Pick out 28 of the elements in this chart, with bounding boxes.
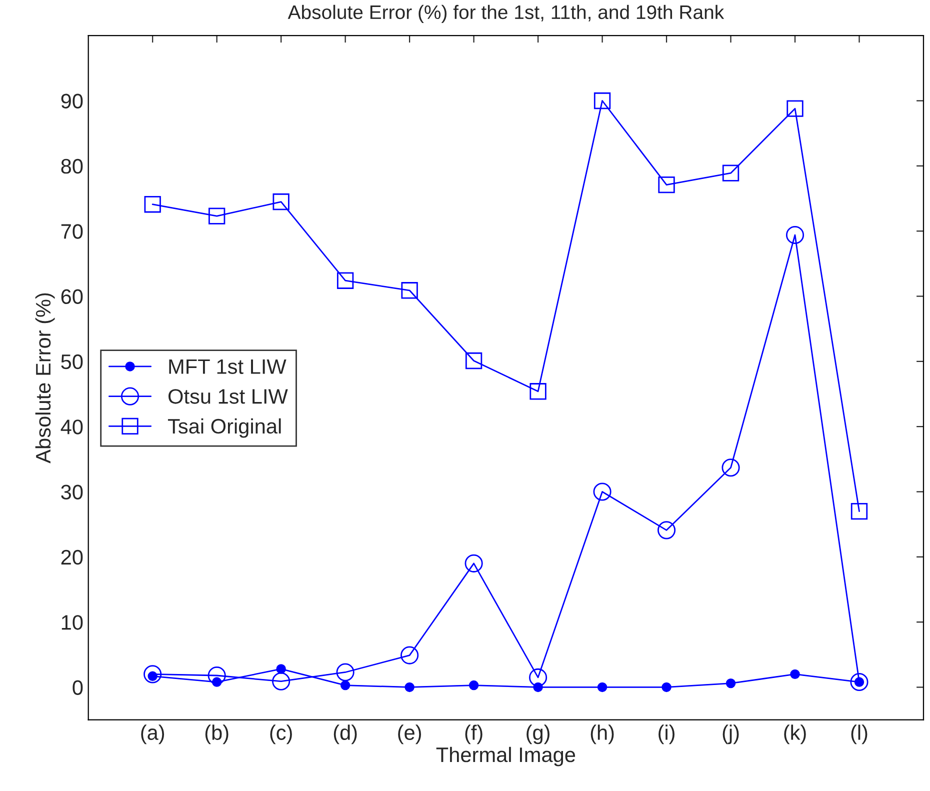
x-tick-label: (f) bbox=[465, 724, 482, 744]
x-tick-label: (j) bbox=[722, 724, 739, 744]
x-tick-label: (a) bbox=[141, 724, 164, 744]
x-tick-label: (c) bbox=[270, 724, 292, 744]
y-axis-title: Absolute Error (%) bbox=[35, 293, 55, 464]
x-tick-label: (l) bbox=[851, 724, 868, 744]
x-tick-label: (e) bbox=[398, 724, 421, 744]
x-tick-label: (b) bbox=[205, 724, 228, 744]
y-tick-label: 30 bbox=[61, 484, 83, 500]
y-tick-label: 0 bbox=[72, 680, 83, 695]
legend-label: Tsai Original bbox=[168, 418, 281, 438]
legend-label: Otsu 1st LIW bbox=[168, 389, 288, 404]
y-tick-label: 20 bbox=[61, 550, 83, 565]
y-tick-label: 10 bbox=[62, 615, 83, 630]
y-tick-label: 90 bbox=[61, 94, 83, 109]
x-axis-title: Thermal Image bbox=[436, 746, 576, 766]
x-tick-label: (k) bbox=[784, 724, 806, 744]
x-tick-label: (i) bbox=[658, 724, 674, 744]
y-tick-label: 60 bbox=[61, 289, 83, 304]
y-tick-label: 70 bbox=[61, 224, 83, 239]
legend-label: MFT 1st LIW bbox=[169, 359, 286, 374]
x-tick-label: (d) bbox=[334, 724, 357, 744]
x-tick-label: (h) bbox=[590, 724, 614, 744]
x-tick-label: (g) bbox=[526, 724, 550, 744]
y-tick-label: 50 bbox=[61, 354, 83, 370]
chart-title: Absolute Error (%) for the 1st, 11th, and 19th Rank bbox=[288, 4, 724, 23]
y-tick-label: 40 bbox=[60, 420, 83, 434]
y-tick-label: 80 bbox=[61, 158, 83, 174]
